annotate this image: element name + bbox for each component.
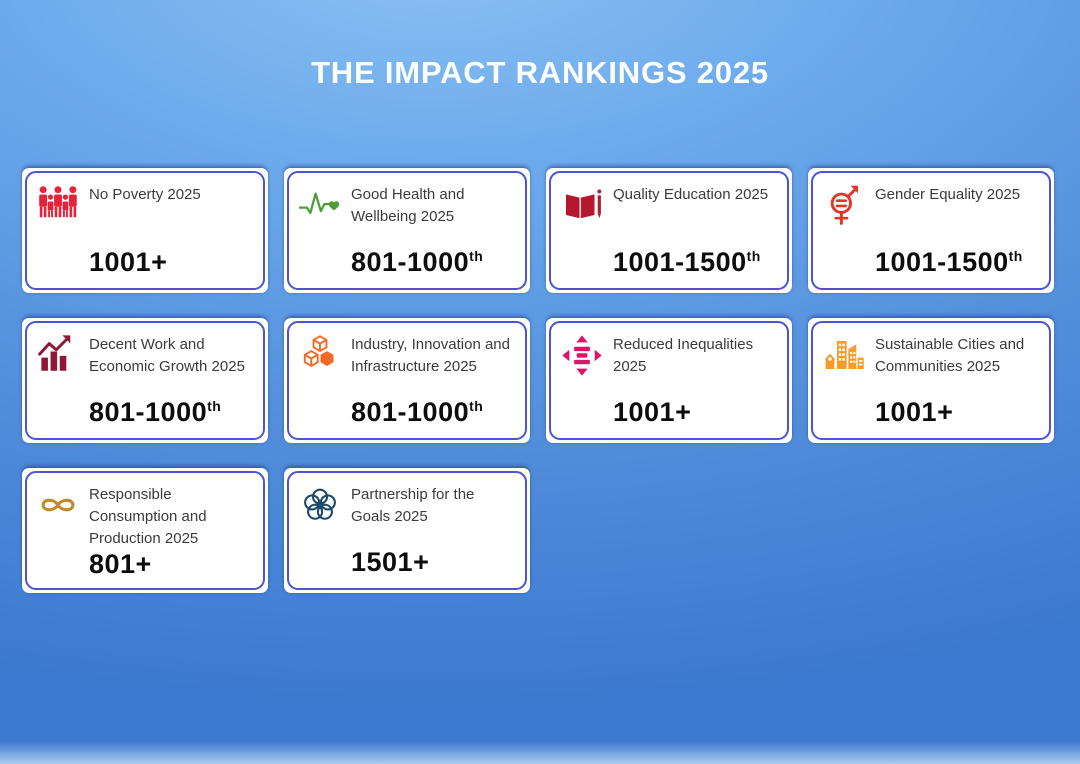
card-inner: Reduced Inequalities 2025 1001+ [549, 321, 789, 440]
responsible-consumption-icon [37, 484, 79, 526]
card-rank: 801-1000th [299, 397, 515, 428]
card-label: Partnership for the Goals 2025 [351, 486, 475, 525]
card-sustainable-cities: Sustainable Cities and Communities 2025 … [808, 318, 1054, 443]
card-partnership-goals: Partnership for the Goals 2025 1501+ [284, 468, 530, 593]
card-label: Decent Work and Economic Growth 2025 [89, 336, 245, 375]
rank-suffix: th [469, 398, 484, 414]
card-rank: 1001+ [823, 397, 1039, 428]
card-label: Industry, Innovation and Infrastructure … [351, 336, 510, 375]
card-inner: Industry, Innovation and Infrastructure … [287, 321, 527, 440]
card-inner: Quality Education 2025 1001-1500th [549, 171, 789, 290]
card-rank: 801-1000th [299, 247, 515, 278]
rank-value: 801-1000 [89, 397, 208, 427]
card-label: Reduced Inequalities 2025 [613, 336, 754, 375]
card-inner: Responsible Consumption and Production 2… [25, 471, 265, 590]
card-label: Good Health and Wellbeing 2025 [351, 186, 465, 225]
rank-value: 1001+ [875, 397, 954, 427]
card-reduced-inequalities: Reduced Inequalities 2025 1001+ [546, 318, 792, 443]
card-inner: No Poverty 2025 1001+ [25, 171, 265, 290]
rank-value: 801-1000 [351, 397, 470, 427]
card-label: Gender Equality 2025 [875, 186, 1021, 203]
card-rank: 1001+ [561, 397, 777, 428]
rank-suffix: th [1008, 248, 1023, 264]
rank-value: 1001+ [613, 397, 692, 427]
card-gender-equality: Gender Equality 2025 1001-1500th [808, 168, 1054, 293]
quality-education-icon [561, 184, 603, 226]
card-label: Responsible Consumption and Production 2… [89, 486, 207, 547]
gender-equality-icon [823, 184, 865, 226]
card-inner: Good Health and Wellbeing 2025 801-1000t… [287, 171, 527, 290]
card-industry-innovation: Industry, Innovation and Infrastructure … [284, 318, 530, 443]
card-rank: 1501+ [299, 547, 515, 578]
card-label: Sustainable Cities and Communities 2025 [875, 336, 1025, 375]
rankings-grid: No Poverty 2025 1001+ Good Hea [22, 168, 1068, 593]
rank-value: 1001+ [89, 247, 168, 277]
rank-value: 1001-1500 [875, 247, 1009, 277]
rank-suffix: th [469, 248, 484, 264]
card-rank: 801-1000th [37, 397, 253, 428]
card-inner: Partnership for the Goals 2025 1501+ [287, 471, 527, 590]
card-label: Quality Education 2025 [613, 186, 769, 203]
card-good-health: Good Health and Wellbeing 2025 801-1000t… [284, 168, 530, 293]
rank-value: 801-1000 [351, 247, 470, 277]
decent-work-icon [37, 334, 79, 376]
rank-value: 801+ [89, 549, 152, 580]
card-inner: Decent Work and Economic Growth 2025 801… [25, 321, 265, 440]
partnership-goals-icon [299, 484, 341, 526]
no-poverty-icon [37, 184, 79, 226]
card-label: No Poverty 2025 [89, 186, 201, 203]
rank-suffix: th [207, 398, 222, 414]
rank-value: 1001-1500 [613, 247, 747, 277]
industry-innovation-icon [299, 334, 341, 376]
card-quality-education: Quality Education 2025 1001-1500th [546, 168, 792, 293]
good-health-icon [299, 184, 341, 226]
card-no-poverty: No Poverty 2025 1001+ [22, 168, 268, 293]
page-title: THE IMPACT RANKINGS 2025 [311, 55, 769, 90]
rank-value: 1501+ [351, 547, 430, 577]
card-rank: 1001-1500th [561, 247, 777, 278]
sustainable-cities-icon [823, 334, 865, 376]
card-responsible-consumption: Responsible Consumption and Production 2… [22, 468, 268, 593]
card-inner: Gender Equality 2025 1001-1500th [811, 171, 1051, 290]
card-rank: 1001+ [37, 247, 253, 278]
card-decent-work: Decent Work and Economic Growth 2025 801… [22, 318, 268, 443]
reduced-inequalities-icon [561, 334, 603, 376]
card-rank: 801+ [37, 549, 253, 580]
card-inner: Sustainable Cities and Communities 2025 … [811, 321, 1051, 440]
card-rank: 1001-1500th [823, 247, 1039, 278]
rank-suffix: th [746, 248, 761, 264]
